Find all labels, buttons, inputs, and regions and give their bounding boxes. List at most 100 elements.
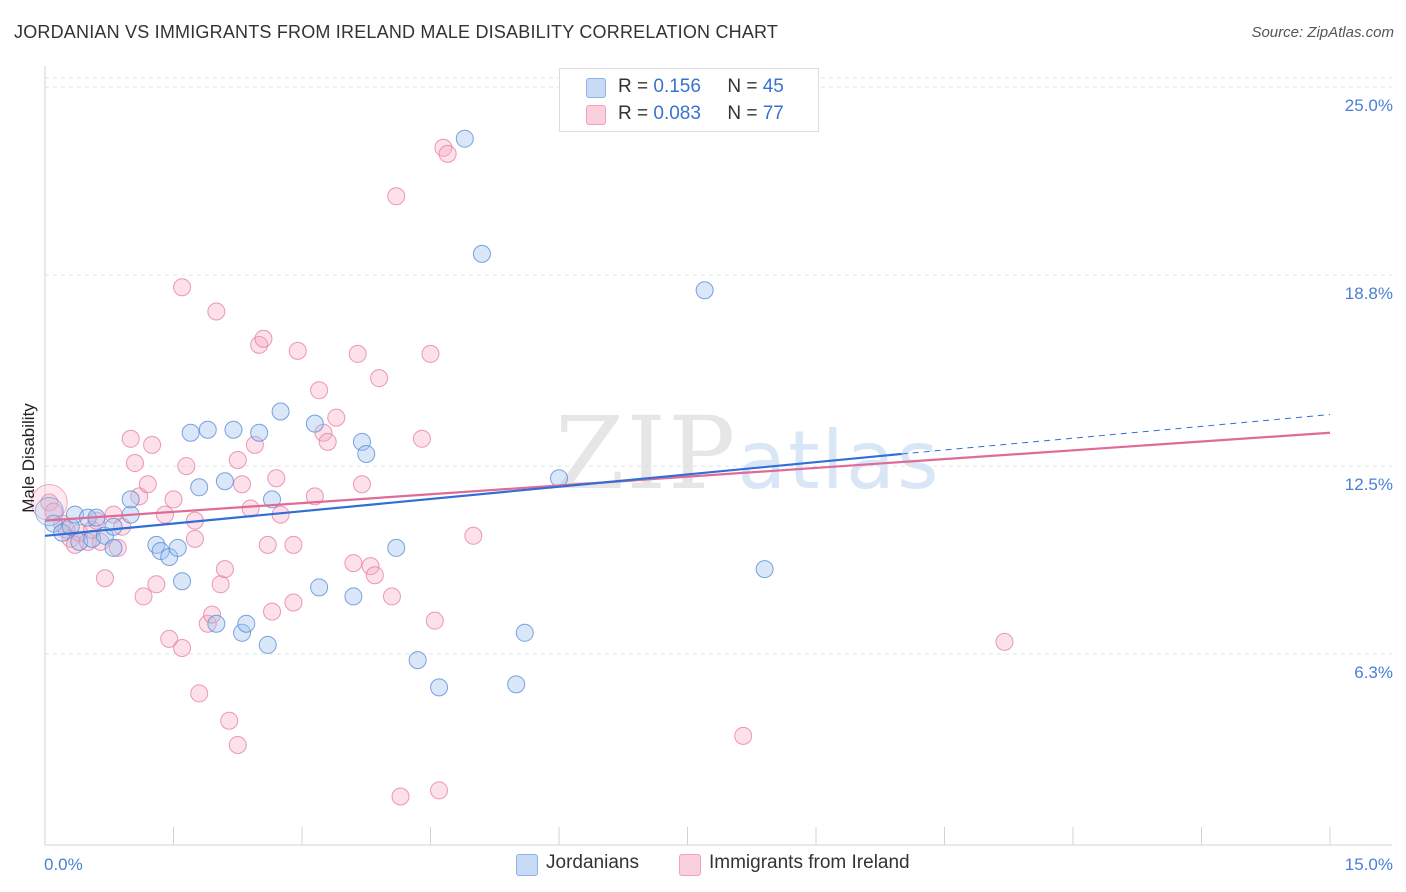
jordanian-point [224, 420, 243, 439]
ireland-point [421, 344, 440, 363]
ireland-point [464, 526, 483, 545]
jordanian-point [207, 614, 226, 633]
ireland-point [430, 781, 449, 800]
ireland-point [233, 475, 252, 494]
y-tick-label: 25.0% [1345, 96, 1393, 115]
ireland-points [30, 138, 1014, 806]
bottom-legend-label: Jordanians [546, 852, 639, 873]
ireland-point [173, 638, 192, 657]
legend-r-label: R = [618, 103, 649, 124]
legend-n-label: N = [727, 76, 758, 97]
ireland-point [143, 435, 162, 454]
ireland-point [258, 535, 277, 554]
ireland-point [95, 569, 114, 588]
legend-r-value: 0.083 [653, 103, 701, 124]
tick-labels: 6.3% 12.5% 18.8% 25.0% 0.0% 15.0% Male Disabil… [19, 96, 1393, 874]
y-tick-label: 12.5% [1345, 475, 1393, 494]
ireland-point [207, 302, 226, 321]
jordanian-point [104, 517, 123, 536]
jordanian-point [695, 281, 714, 300]
jordanian-point [455, 129, 474, 148]
ireland-point [734, 726, 753, 745]
ireland-point [318, 432, 337, 451]
ireland-point [361, 557, 380, 576]
jordanian-point [215, 472, 234, 491]
ireland-point [160, 629, 179, 648]
ireland-point [164, 490, 183, 509]
ireland-point [108, 538, 127, 557]
ireland-point [173, 278, 192, 297]
ireland-point [245, 435, 264, 454]
jordanian-point [181, 423, 200, 442]
watermark-zip: ZIP [555, 395, 738, 512]
jordanian-point [250, 423, 269, 442]
ireland-point [147, 575, 166, 594]
jordanian-point [387, 538, 406, 557]
ireland-point [438, 144, 457, 163]
ireland-point [387, 187, 406, 206]
x-tick-label-min: 0.0% [44, 855, 83, 874]
jordanian-point [472, 244, 491, 263]
jordanian-point [190, 478, 209, 497]
legend-r-label: R = [618, 76, 649, 97]
jordanian-trend-extension [901, 414, 1331, 455]
jordanian-point [263, 490, 282, 509]
ireland-point [310, 381, 329, 400]
ireland-point [412, 429, 431, 448]
jordanian-point [430, 678, 449, 697]
y-tick-label: 6.3% [1354, 663, 1393, 682]
bottom-legend-swatch-blue [516, 854, 538, 876]
ireland-point [263, 602, 282, 621]
legend-n-value: 77 [762, 103, 784, 124]
ireland-point [138, 475, 157, 494]
legend-swatch-pink [586, 105, 606, 125]
ireland-point [215, 560, 234, 579]
ireland-point [211, 575, 230, 594]
ireland-point [370, 369, 389, 388]
ireland-point [155, 505, 174, 524]
bottom-legend-label: Immigrants from Ireland [709, 852, 910, 873]
y-axis-label: Male Disability [19, 403, 38, 513]
jordanian-point [357, 444, 376, 463]
ireland-trend-line [44, 431, 1331, 522]
jordanian-point [237, 614, 256, 633]
jordanian-point [344, 587, 363, 606]
ireland-point [177, 457, 196, 476]
ireland-point [391, 787, 410, 806]
ireland-point [121, 429, 140, 448]
ireland-point [190, 684, 209, 703]
ireland-point [241, 499, 260, 518]
ireland-point [352, 475, 371, 494]
ireland-point [382, 587, 401, 606]
jordanian-point [168, 538, 187, 557]
jordanian-trend-line [44, 452, 902, 537]
jordanian-point [305, 414, 324, 433]
jordanian-point [173, 572, 192, 591]
source-label: Source: ZipAtlas.com [1251, 24, 1394, 41]
jordanian-point [408, 651, 427, 670]
jordanian-point [507, 675, 526, 694]
ireland-point [995, 632, 1014, 651]
jordanian-point [352, 432, 371, 451]
chart-title: JORDANIAN VS IMMIGRANTS FROM IRELAND MAL… [14, 22, 779, 42]
jordanian-point [198, 420, 217, 439]
legend-n-label: N = [727, 103, 758, 124]
ireland-point [228, 735, 247, 754]
ireland-point [425, 611, 444, 630]
y-tick-label: 18.8% [1345, 284, 1393, 303]
ireland-point [254, 329, 273, 348]
jordanian-point-large [34, 497, 64, 527]
ireland-point [203, 605, 222, 624]
ireland-point [267, 469, 286, 488]
axes [44, 66, 1392, 846]
legend-n-value: 45 [762, 76, 784, 97]
jordanian-point [271, 402, 290, 421]
jordanian-point [515, 623, 534, 642]
jordanian-point [233, 623, 252, 642]
ireland-point [125, 454, 144, 473]
ireland-point [228, 451, 247, 470]
legend-r-value: 0.156 [653, 76, 701, 97]
ireland-point [327, 408, 346, 427]
ireland-point [134, 587, 153, 606]
